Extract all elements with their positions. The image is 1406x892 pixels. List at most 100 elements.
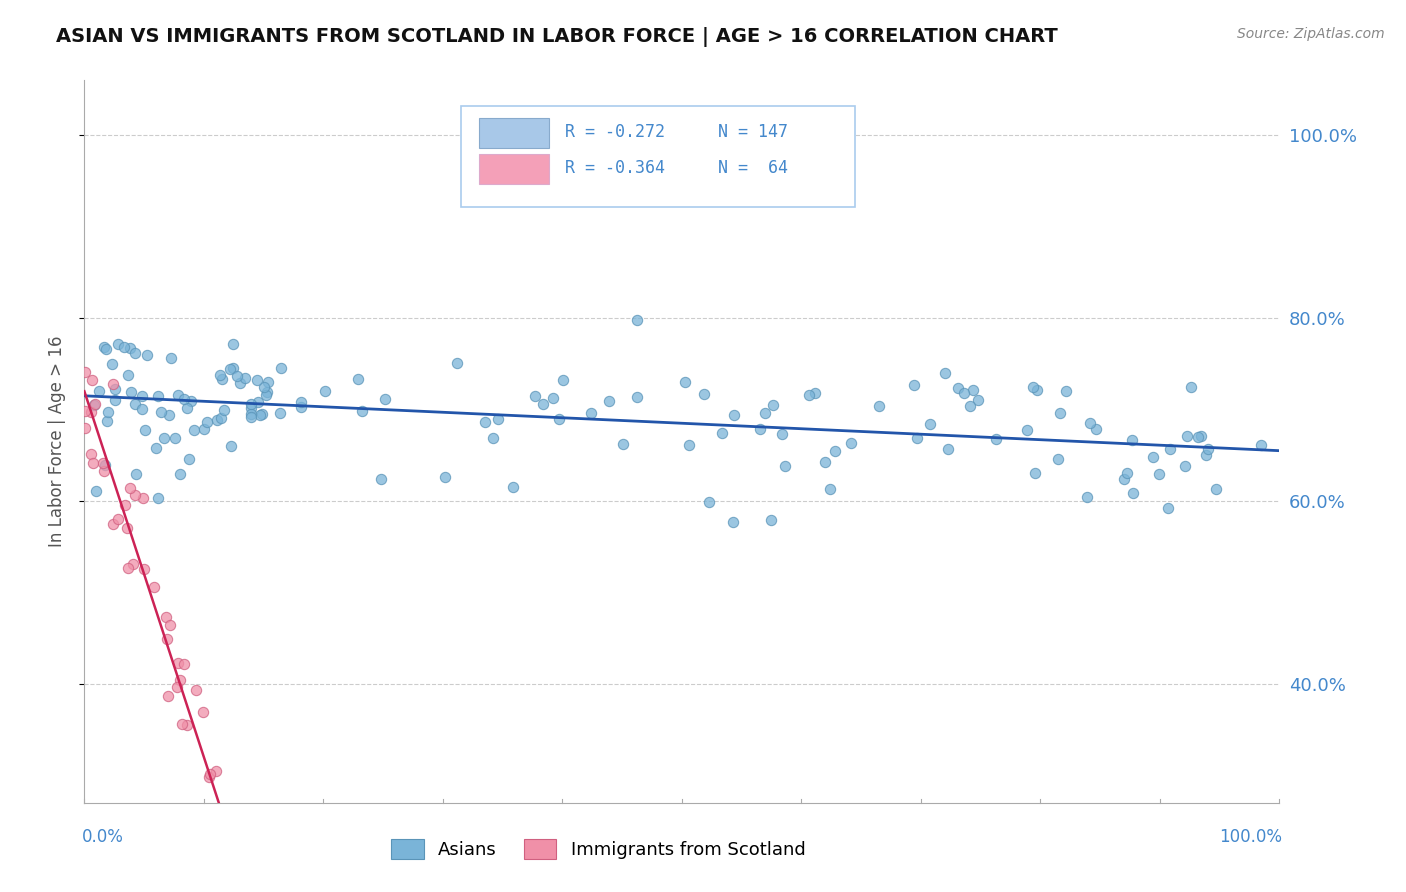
Point (207, 803, 229, 817)
Point (350, 404, 373, 418)
Point (149, 405, 172, 419)
Point (678, 438, 700, 452)
Point (1112, 472, 1135, 486)
Point (183, 423, 205, 437)
Point (165, 431, 187, 445)
Legend: Asians, Immigrants from Scotland: Asians, Immigrants from Scotland (384, 831, 813, 866)
Point (125, 467, 148, 482)
Point (156, 632, 179, 646)
Point (135, 347, 157, 361)
Point (347, 372, 370, 386)
Text: 100.0%: 100.0% (1219, 829, 1282, 847)
Text: R = -0.272: R = -0.272 (565, 123, 665, 141)
Point (1084, 422, 1107, 436)
Text: N =  64: N = 64 (718, 160, 787, 178)
Point (966, 392, 988, 407)
Point (191, 705, 214, 719)
Point (936, 442, 959, 457)
Point (173, 657, 195, 671)
Point (959, 399, 981, 413)
Point (770, 427, 793, 442)
Point (269, 406, 291, 420)
Point (82, 373, 104, 387)
Point (581, 406, 603, 420)
Point (198, 770, 221, 784)
Point (184, 682, 207, 697)
Point (134, 562, 156, 576)
Point (115, 521, 138, 535)
Point (143, 580, 166, 594)
Point (118, 481, 141, 495)
Point (673, 375, 696, 389)
Point (83, 398, 105, 412)
Point (1015, 423, 1038, 437)
Point (170, 716, 193, 731)
Point (107, 512, 129, 526)
Point (236, 866, 259, 880)
Point (246, 870, 269, 884)
Point (814, 455, 837, 469)
Point (598, 393, 620, 408)
Point (173, 392, 195, 406)
Point (205, 413, 228, 427)
Point (699, 495, 721, 509)
Point (146, 389, 169, 403)
Point (1142, 450, 1164, 464)
Point (254, 388, 277, 402)
Point (721, 516, 744, 530)
Point (124, 488, 146, 502)
Point (193, 422, 215, 436)
Point (134, 423, 156, 437)
Point (1174, 458, 1197, 473)
Point (101, 376, 124, 391)
Point (799, 388, 821, 402)
Point (374, 392, 396, 406)
Point (934, 366, 956, 380)
Point (169, 467, 191, 481)
Point (1159, 442, 1181, 457)
Point (222, 337, 245, 351)
Point (543, 391, 565, 405)
Point (1195, 449, 1218, 463)
Point (124, 397, 146, 411)
Point (198, 767, 221, 781)
Point (290, 400, 312, 414)
Text: ASIAN VS IMMIGRANTS FROM SCOTLAND IN LABOR FORCE | AGE > 16 CORRELATION CHART: ASIAN VS IMMIGRANTS FROM SCOTLAND IN LAB… (56, 27, 1057, 46)
Point (270, 360, 292, 375)
Point (370, 472, 392, 486)
Point (502, 480, 524, 494)
Point (474, 415, 496, 429)
Point (156, 689, 179, 703)
Point (94, 343, 117, 357)
Point (96, 414, 118, 428)
Point (247, 395, 270, 409)
FancyBboxPatch shape (461, 105, 855, 207)
Y-axis label: In Labor Force | Age > 16: In Labor Force | Age > 16 (48, 335, 66, 548)
Point (120, 384, 142, 399)
Point (226, 877, 249, 891)
Point (233, 371, 256, 385)
Point (249, 408, 271, 422)
Point (205, 850, 228, 864)
Point (1046, 452, 1069, 467)
Point (228, 828, 250, 842)
Point (80, 405, 103, 419)
Point (232, 887, 254, 892)
Point (180, 393, 202, 408)
Point (84, 397, 107, 411)
Point (762, 398, 785, 412)
Point (145, 441, 167, 455)
Point (239, 409, 262, 424)
Point (218, 362, 240, 376)
Point (804, 386, 827, 401)
Point (723, 408, 745, 422)
Point (905, 431, 928, 445)
Point (531, 397, 554, 411)
Point (176, 718, 198, 732)
Point (240, 407, 263, 421)
Point (75, 403, 97, 417)
Point (233, 885, 256, 892)
FancyBboxPatch shape (479, 154, 550, 185)
Point (759, 513, 782, 527)
Point (1250, 438, 1272, 452)
